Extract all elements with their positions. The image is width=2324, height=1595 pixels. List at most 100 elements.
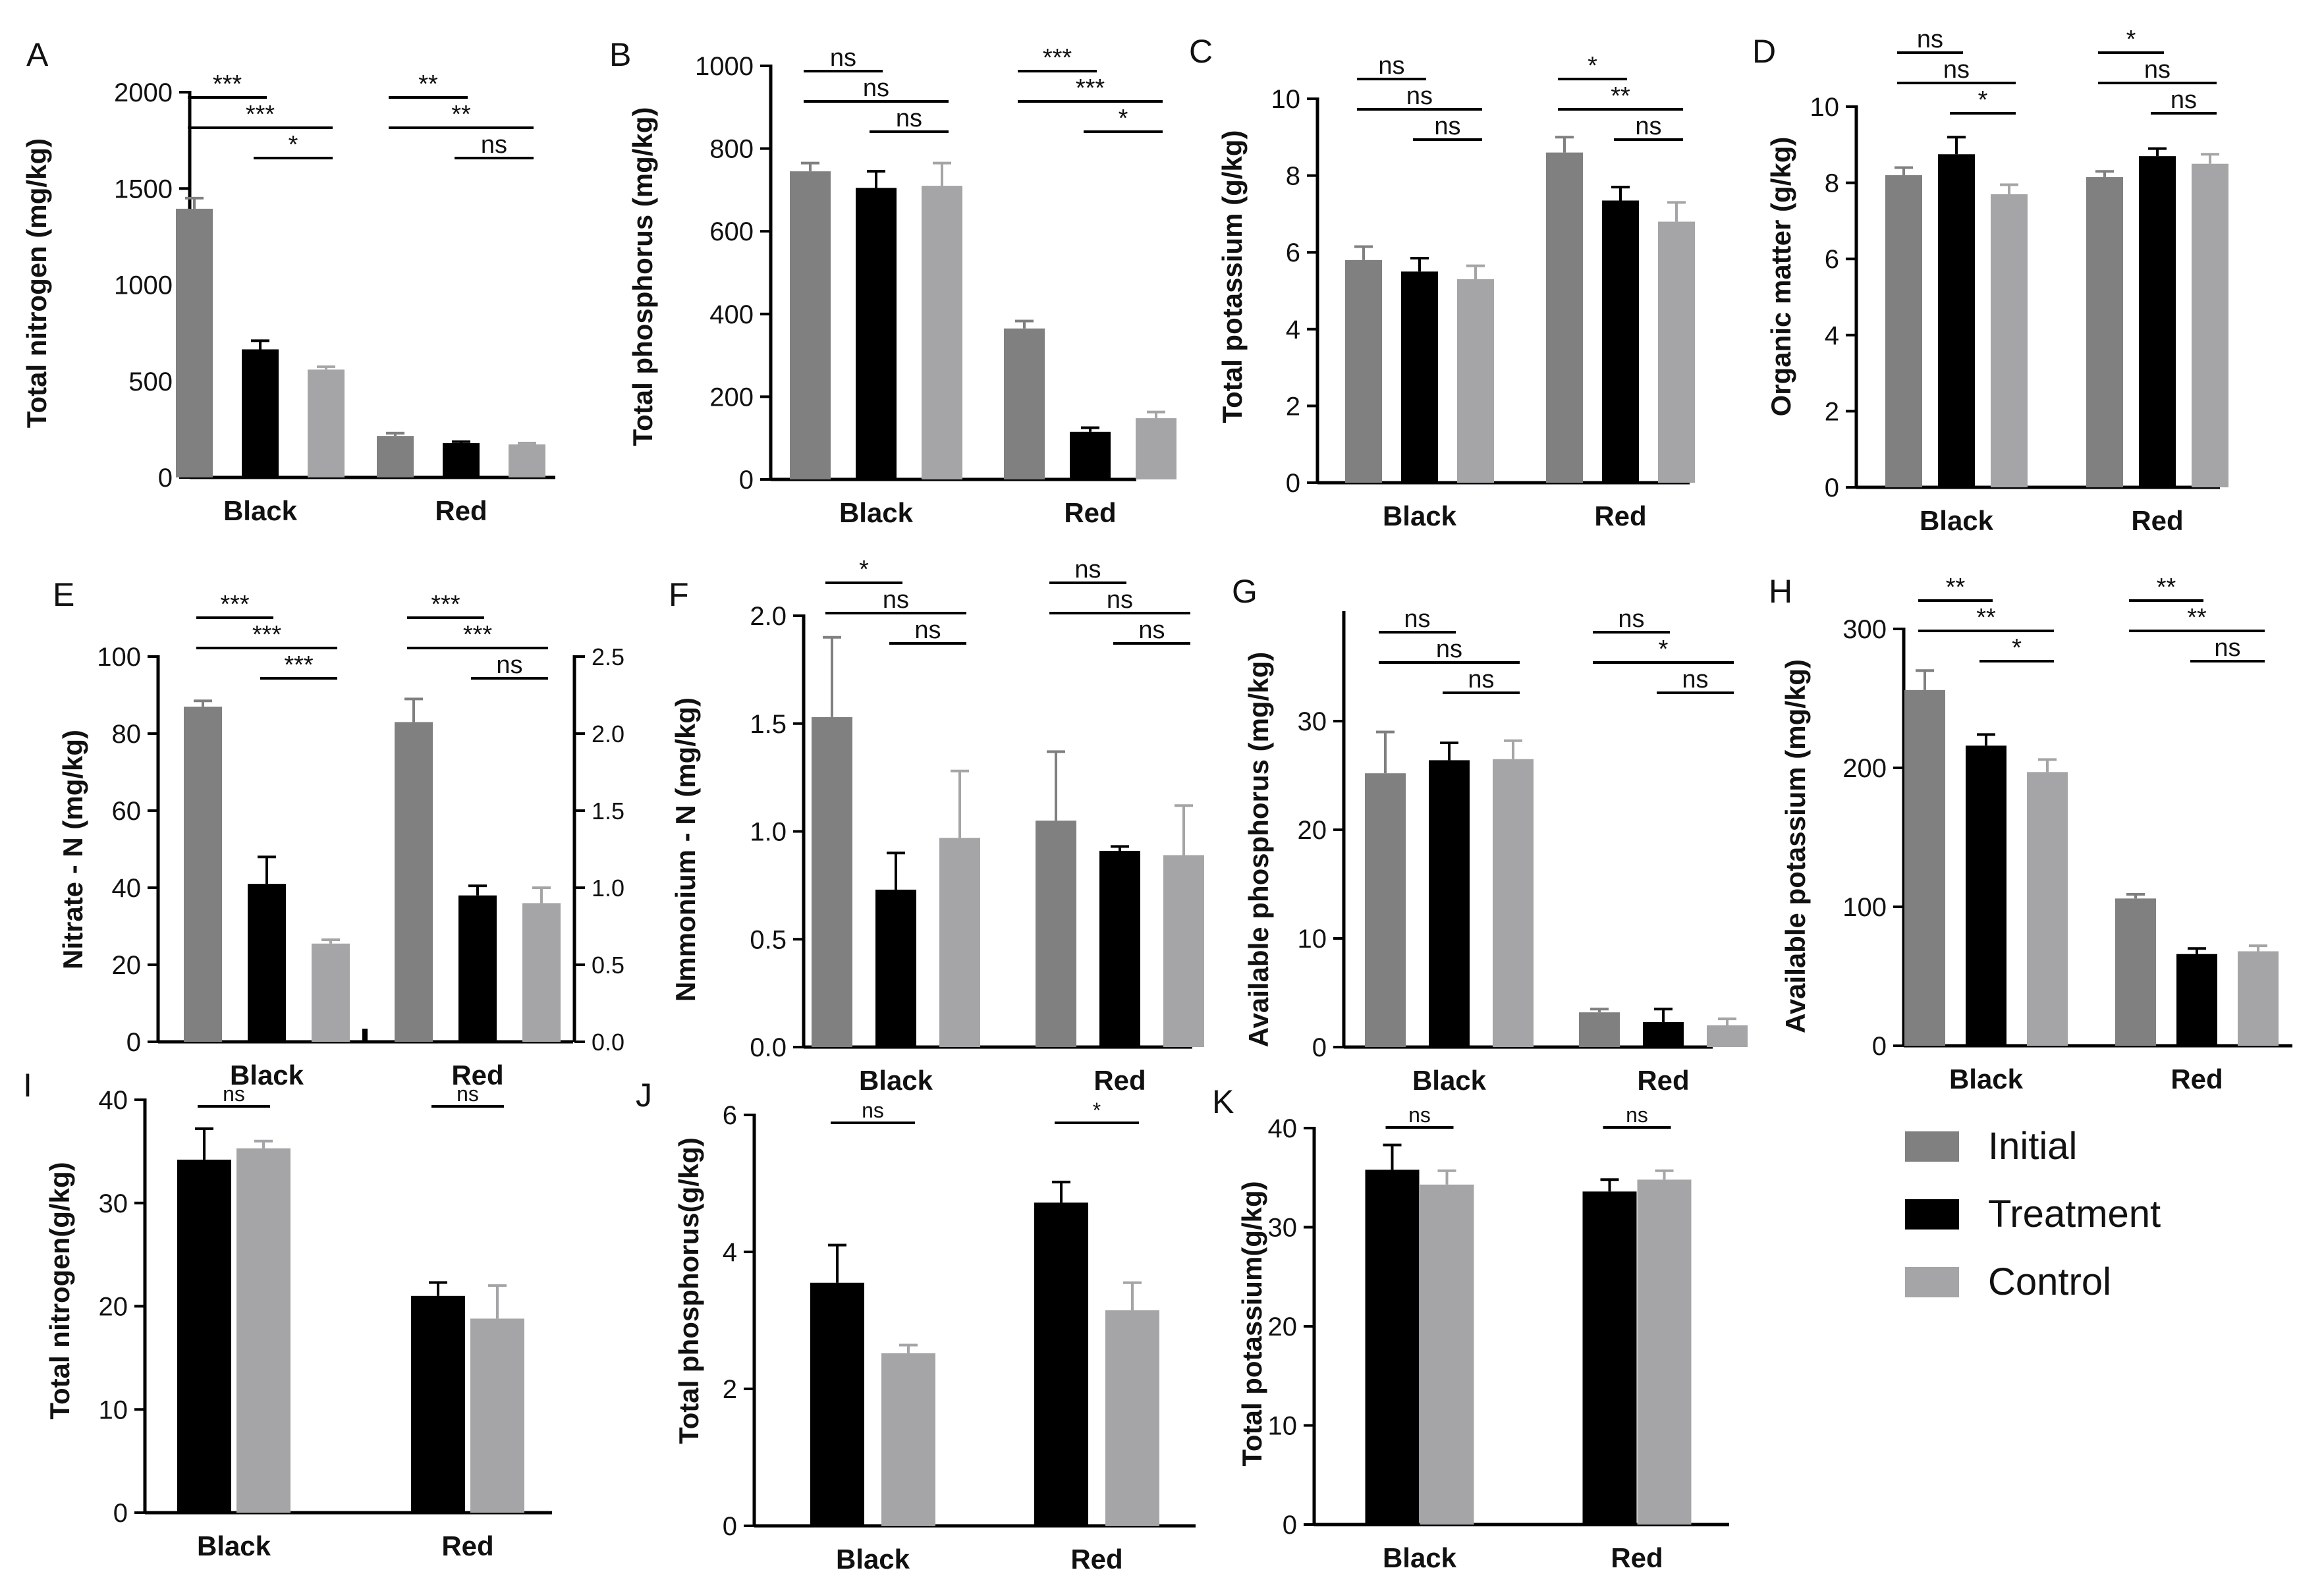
legend-swatch-initial: [1905, 1131, 1959, 1162]
significance-label: **: [1611, 82, 1630, 110]
y-tick-label: 200: [1842, 754, 1887, 783]
y-tick-label: 8: [1825, 169, 1839, 198]
significance-label: ns: [1917, 26, 1943, 53]
panel-label-A: A: [26, 36, 49, 73]
bar-b-red-control: [1136, 418, 1176, 479]
panel-label-F: F: [669, 576, 689, 613]
x-tick-label: Red: [1070, 1544, 1122, 1575]
significance-label: ns: [1468, 666, 1494, 693]
panel-label-E: E: [53, 576, 74, 613]
x-tick-label: Black: [839, 497, 914, 528]
bar-d-red-control: [2192, 163, 2228, 487]
panel-C: C 0 2 4 6 8 10 Total potassium (g/kg) Black Red ns…: [1189, 33, 1695, 531]
significance-label: ns: [896, 105, 922, 132]
significance-label: ns: [1408, 1103, 1431, 1127]
y-tick-label: 30: [99, 1189, 128, 1218]
y-tick-label: 10: [1810, 93, 1840, 122]
y-tick-label: 0: [1312, 1033, 1327, 1062]
y-tick-label: 2: [723, 1375, 737, 1404]
y-tick-label: 200: [709, 383, 754, 412]
y2-tick-label: 0.0: [592, 1029, 624, 1056]
y-tick-label: 40: [112, 874, 142, 903]
y-axis-label: Total nitrogen (mg/kg): [21, 138, 52, 428]
y-tick-label: 600: [709, 217, 754, 246]
y-tick-label: 6: [1825, 245, 1839, 274]
significance-label: ns: [1378, 52, 1404, 80]
significance-label: ns: [1074, 556, 1101, 583]
bar-d-black-control: [1991, 194, 2028, 487]
y-tick-label: 1000: [114, 271, 173, 300]
significance-label: ns: [2144, 56, 2171, 84]
bar-g-red-treatment: [1643, 1022, 1684, 1047]
bar-h-red-initial: [2115, 898, 2156, 1046]
y-tick-label: 400: [709, 300, 754, 329]
bar-e-red-treatment: [458, 895, 497, 1042]
panel-label-C: C: [1189, 33, 1213, 70]
y-axis-label: Total potassium (g/kg): [1217, 130, 1248, 423]
bar-e-black-treatment: [248, 884, 286, 1042]
y-tick-label: 0: [158, 464, 173, 493]
significance-label: ns: [883, 586, 909, 614]
significance-label: ns: [456, 1082, 479, 1106]
bar-b-black-treatment: [856, 188, 897, 479]
significance-label: ns: [481, 131, 507, 159]
panel-K: K 0 10 20 30 40 Total potassium(g/kg) Black Red n…: [1212, 1083, 1729, 1573]
legend: Initial Treatment Control: [1905, 1125, 2161, 1303]
panel-F: F 0.0 0.5 1.0 1.5 2.0 Nmmonium - N (mg/kg) Blac…: [669, 556, 1204, 1096]
y-tick-label: 0: [1283, 1511, 1297, 1540]
bar-b-red-initial: [1004, 328, 1045, 479]
bar-d-red-initial: [2086, 176, 2123, 487]
bar-k-black-treatment: [1365, 1170, 1420, 1525]
panel-label-B: B: [609, 36, 631, 73]
x-tick-label: Red: [2131, 505, 2183, 536]
bar-i-red-control: [470, 1318, 524, 1513]
significance-label: ns: [496, 651, 522, 679]
y-tick-label: 2: [1286, 392, 1300, 421]
y-tick-label: 40: [99, 1086, 128, 1115]
x-tick-label: Black: [230, 1060, 304, 1091]
y-axis-label: Available potassium (mg/kg): [1780, 659, 1811, 1033]
panel-B: B 0 200 400 600 800 1000 Total phosphorus (mg/k…: [609, 36, 1176, 528]
y-tick-label: 0: [1286, 469, 1300, 498]
bar-i-black-treatment: [177, 1159, 231, 1513]
y-tick-label: 8: [1286, 162, 1300, 191]
significance-label: ***: [246, 101, 275, 128]
panel-A: A 0 500 1000 1500 2000 Total nitrogen (mg/kg) B…: [21, 36, 555, 526]
y-tick-label: 10: [1271, 85, 1301, 114]
y-tick-label: 6: [1286, 238, 1300, 267]
bar-c-black-treatment: [1401, 271, 1438, 483]
y-tick-label: 10: [99, 1395, 128, 1424]
y-tick-label: 2.0: [750, 602, 787, 631]
significance-label: ns: [863, 74, 889, 102]
significance-label: ns: [1404, 605, 1430, 633]
panel-label-J: J: [636, 1077, 652, 1114]
x-tick-label: Red: [441, 1530, 493, 1561]
significance-label: ns: [223, 1082, 245, 1106]
bar-f-black-treatment: [875, 889, 916, 1047]
y-tick-label: 0.5: [750, 925, 787, 954]
panel-label-K: K: [1212, 1083, 1234, 1120]
y-tick-label: 30: [1298, 707, 1327, 736]
significance-label: ***: [431, 591, 460, 618]
bar-c-black-initial: [1345, 259, 1382, 483]
bar-h-black-treatment: [1966, 745, 2006, 1046]
y-tick-label: 500: [128, 367, 173, 396]
axis-break-mark: [362, 1029, 368, 1042]
y-tick-label: 1.5: [750, 710, 787, 739]
significance-label: ns: [1626, 1103, 1648, 1127]
y-tick-label: 30: [1268, 1214, 1298, 1243]
bar-a-red-initial: [377, 436, 414, 477]
significance-label: **: [418, 70, 438, 98]
significance-label: *: [1659, 635, 1669, 663]
y2-tick-label: 2.0: [592, 720, 624, 747]
bar-g-red-initial: [1579, 1012, 1620, 1047]
significance-label: ***: [220, 591, 250, 618]
y-axis-label: Total nitrogen(g/kg): [44, 1162, 75, 1419]
y-axis-label: Nmmonium - N (mg/kg): [670, 697, 701, 1002]
y-tick-label: 100: [1842, 893, 1887, 922]
bar-h-black-control: [2027, 772, 2068, 1046]
significance-label: ns: [2171, 86, 2197, 114]
panel-label-I: I: [23, 1067, 32, 1104]
x-tick-label: Red: [1637, 1065, 1689, 1096]
significance-label: ns: [830, 44, 856, 72]
